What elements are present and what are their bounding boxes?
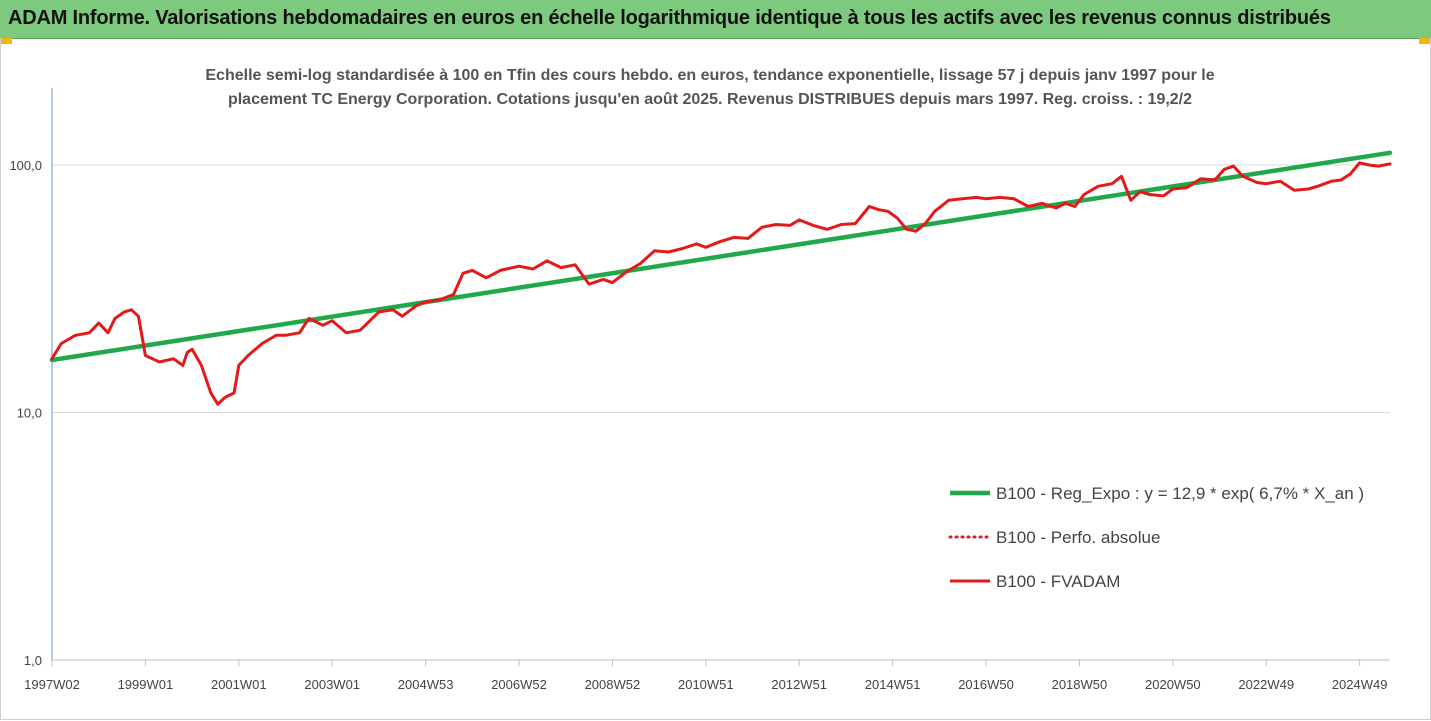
axes bbox=[51, 88, 1390, 666]
x-tick-label: 2004W53 bbox=[398, 677, 454, 692]
legend: B100 - Reg_Expo : y = 12,9 * exp( 6,7% *… bbox=[948, 484, 1364, 591]
y-tick-labels: 100,0 10,0 1,0 bbox=[9, 158, 42, 668]
header-banner: ADAM Informe. Valorisations hebdomadaire… bbox=[0, 0, 1431, 39]
x-tick-label: 2006W52 bbox=[491, 677, 547, 692]
legend-label-2: B100 - FVADAM bbox=[996, 572, 1120, 591]
x-tick-label: 2024W49 bbox=[1332, 677, 1388, 692]
x-tick-label: 1997W02 bbox=[24, 677, 80, 692]
x-tick-label: 2010W51 bbox=[678, 677, 734, 692]
x-tick-label: 2016W50 bbox=[958, 677, 1014, 692]
x-tick-label: 2008W52 bbox=[585, 677, 641, 692]
x-tick-label: 2001W01 bbox=[211, 677, 267, 692]
x-tick-label: 2020W50 bbox=[1145, 677, 1201, 692]
x-tick-label: 2014W51 bbox=[865, 677, 921, 692]
series-line-0 bbox=[49, 150, 1393, 363]
y-tick-label: 1,0 bbox=[24, 653, 42, 668]
y-tick-label: 10,0 bbox=[17, 406, 42, 421]
x-tick-label: 2003W01 bbox=[304, 677, 360, 692]
series-lines bbox=[49, 150, 1393, 406]
legend-label-1: B100 - Perfo. absolue bbox=[996, 528, 1160, 547]
x-tick-label: 2012W51 bbox=[771, 677, 827, 692]
grid-lines bbox=[52, 164, 1390, 661]
x-tick-labels: 1997W02 1999W01 2001W01 2003W01 2004W53 2006W… bbox=[24, 677, 1387, 692]
x-tick-label: 2018W50 bbox=[1052, 677, 1108, 692]
corner-mark-right bbox=[1419, 38, 1431, 44]
header-title: ADAM Informe. Valorisations hebdomadaire… bbox=[8, 7, 1331, 29]
chart-title-line1: Echelle semi-log standardisée à 100 en T… bbox=[205, 67, 1215, 84]
x-tick-label: 1999W01 bbox=[118, 677, 174, 692]
chart-title-line2: placement TC Energy Corporation. Cotatio… bbox=[227, 91, 1193, 108]
x-tick-label: 2022W49 bbox=[1238, 677, 1294, 692]
corner-mark-left bbox=[0, 38, 12, 44]
chart-title: Echelle semi-log standardisée à 100 en T… bbox=[150, 64, 1270, 112]
series-line-2 bbox=[50, 161, 1392, 406]
y-tick-label: 100,0 bbox=[9, 158, 42, 173]
legend-label-0: B100 - Reg_Expo : y = 12,9 * exp( 6,7% *… bbox=[996, 484, 1364, 503]
